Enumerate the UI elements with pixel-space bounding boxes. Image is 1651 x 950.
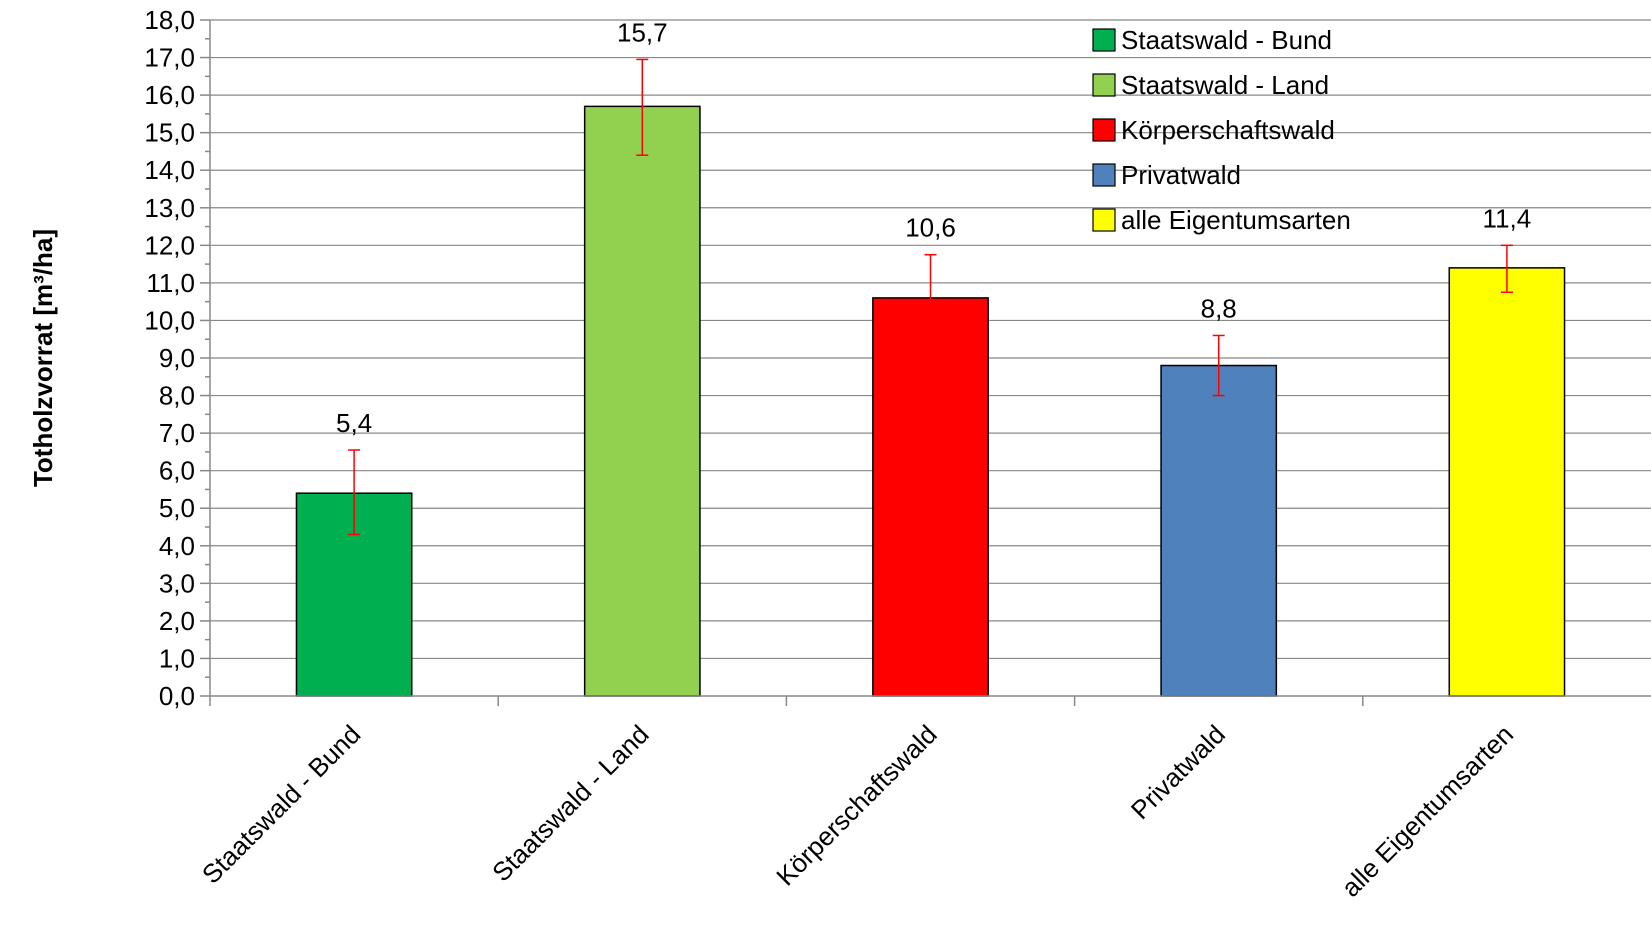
bars — [295, 105, 1566, 697]
y-tick-label: 14,0 — [144, 155, 195, 185]
y-axis-title: Totholzvorrat [m³/ha] — [28, 229, 58, 487]
bar — [872, 297, 989, 697]
y-tick-label: 15,0 — [144, 118, 195, 148]
y-tick-label: 5,0 — [159, 493, 195, 523]
x-tick-labels: Staatswald - Bund Staatswald - Land Körper… — [196, 719, 1519, 903]
y-tick-label: 3,0 — [159, 568, 195, 598]
y-tick-label: 12,0 — [144, 230, 195, 260]
x-tick-label: alle Eigentumsarten — [1335, 719, 1519, 903]
legend-swatch — [1092, 73, 1116, 97]
data-labels: 5,4 15,7 10,6 8,8 11,4 — [336, 17, 1531, 438]
y-tick-label: 9,0 — [159, 343, 195, 373]
y-tick-label: 11,0 — [146, 268, 195, 298]
legend-swatch — [1092, 118, 1116, 142]
legend-label: Körperschaftswald — [1121, 115, 1335, 145]
y-tick-label: 6,0 — [159, 456, 195, 486]
data-label: 15,7 — [617, 17, 668, 47]
axes — [200, 19, 1651, 706]
gridlines — [210, 19, 1651, 660]
bar — [1448, 267, 1566, 697]
bar — [583, 105, 701, 697]
legend-label: alle Eigentumsarten — [1121, 205, 1351, 235]
legend-label: Staatswald - Bund — [1121, 25, 1332, 55]
legend-label: Privatwald — [1121, 160, 1241, 190]
y-tick-label: 10,0 — [144, 305, 195, 335]
y-tick-label: 8,0 — [159, 381, 195, 411]
x-tick-label: Privatwald — [1125, 719, 1231, 825]
data-label: 11,4 — [1483, 203, 1532, 233]
data-label: 8,8 — [1201, 293, 1237, 323]
y-tick-label: 0,0 — [159, 681, 195, 711]
y-tick-label: 18,0 — [144, 5, 195, 35]
legend-label: Staatswald - Land — [1121, 70, 1329, 100]
x-tick-label: Staatswald - Bund — [196, 719, 366, 889]
data-label: 10,6 — [905, 213, 956, 243]
legend-swatch — [1092, 28, 1116, 52]
legend-swatch — [1092, 208, 1116, 232]
y-tick-label: 2,0 — [159, 606, 195, 636]
error-bars — [348, 58, 1513, 536]
y-tick-label: 4,0 — [159, 531, 195, 561]
y-tick-label: 1,0 — [159, 643, 195, 673]
y-tick-label: 17,0 — [144, 43, 195, 73]
x-tick-label: Staatswald - Land — [486, 719, 654, 887]
y-tick-label: 7,0 — [159, 418, 195, 448]
y-tick-label: 13,0 — [144, 193, 195, 223]
legend-swatch — [1092, 163, 1116, 187]
y-tick-labels: 0,0 1,0 2,0 3,0 4,0 5,0 6,0 7,0 8,0 9,0 10,0 11,0 12… — [144, 5, 195, 711]
x-tick-label: Körperschaftswald — [770, 719, 942, 891]
data-label: 5,4 — [336, 408, 372, 438]
y-tick-label: 16,0 — [144, 80, 195, 110]
bar — [1160, 364, 1278, 697]
legend: Staatswald - Bund Staatswald - Land Körper… — [1092, 25, 1351, 235]
